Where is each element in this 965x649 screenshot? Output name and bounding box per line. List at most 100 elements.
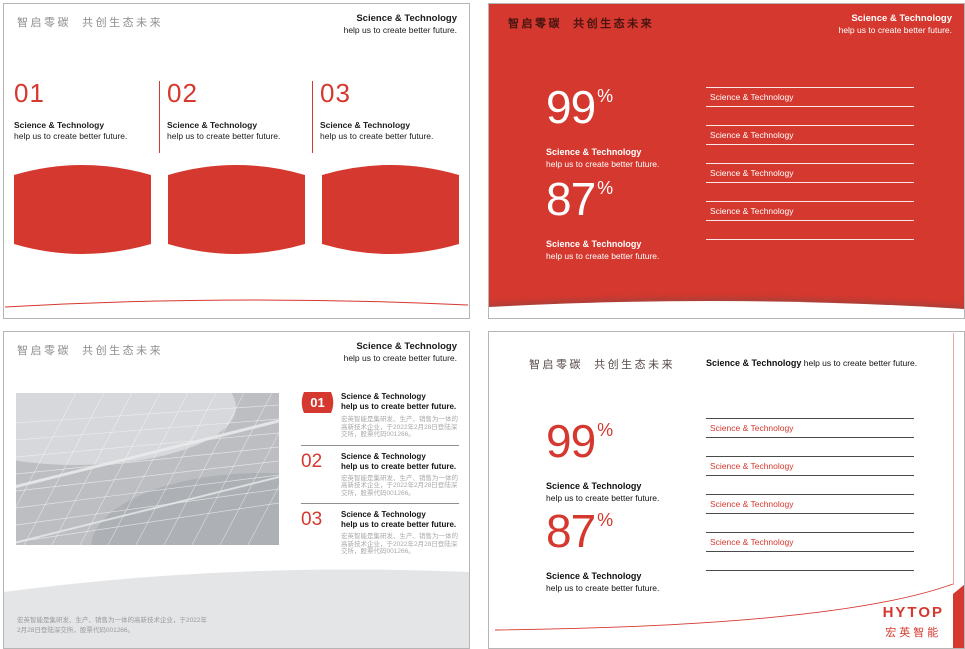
- stat-value: 87%: [546, 173, 614, 225]
- list-item-label: Science & Technology: [710, 423, 794, 433]
- list-item-label: Science & Technology: [710, 130, 794, 140]
- slide1-zh-header: 智启零碳 共创生态未来: [17, 17, 164, 29]
- item-title: Science & Technology: [341, 451, 426, 461]
- list-row-empty: [706, 437, 914, 456]
- footnote-line-1: 宏英智能是集研发、生产、销售为一体的高新技术企业，于2022年: [17, 617, 207, 624]
- item-number: 02: [301, 450, 323, 472]
- stat-99-percent: 99% Science & Technology help us to crea…: [546, 418, 659, 504]
- number-badge: 01: [301, 392, 334, 413]
- solar-panel-photo: [16, 393, 279, 545]
- slide2-en-subtitle: help us to create better future.: [838, 24, 952, 35]
- footnote-text: 宏英智能是集研发、生产、销售为一体的高新技术企业，于2022年 2月28日登陆深…: [17, 616, 207, 636]
- item-subtitle: help us to create better future.: [341, 402, 457, 411]
- stat-value: 99%: [546, 81, 614, 133]
- item-divider: [301, 444, 459, 446]
- stat-sublabel: help us to create better future.: [546, 250, 660, 261]
- percent-sign: %: [597, 420, 614, 440]
- slide1-item-1: 01 Science & Technology help us to creat…: [14, 79, 156, 141]
- item-description: 宏英智能是集研发、生产、销售为一体的高新技术企业，于2022年2月28日登陆深交…: [341, 533, 458, 555]
- stat-label: Science & Technology: [546, 481, 642, 491]
- stat-value: 99%: [546, 415, 614, 467]
- list-item-label: Science & Technology: [710, 168, 794, 178]
- slide-1[interactable]: 智启零碳 共创生态未来 Science & Technology help us…: [3, 3, 470, 319]
- list-row-empty: [706, 106, 914, 125]
- item-divider: [301, 503, 459, 504]
- list-item-03: 03 Science & Technology help us to creat…: [301, 510, 459, 556]
- slide2-zh-header: 智启零碳 共创生态未来: [508, 18, 655, 30]
- list-row: Science & Technology: [706, 87, 914, 106]
- stat-99-percent: 99% Science & Technology help us to crea…: [546, 84, 659, 170]
- column-divider: [312, 81, 313, 153]
- slide4-en-header: Science & Technology help us to create b…: [706, 358, 917, 368]
- item-description: 宏英智能是集研发、生产、销售为一体的高新技术企业，于2022年2月28日登陆深交…: [341, 416, 458, 438]
- list-row: Science & Technology: [706, 532, 914, 551]
- list-item-01: 01 Science & Technology help us to creat…: [301, 392, 459, 439]
- list-row-empty: [706, 182, 914, 201]
- list-row-empty: [706, 220, 914, 239]
- list-row: Science & Technology: [706, 456, 914, 475]
- bottom-red-curve: [494, 583, 954, 631]
- list-row: Science & Technology: [706, 163, 914, 182]
- item-subtitle: help us to create better future.: [14, 131, 128, 141]
- list-item-label: Science & Technology: [710, 92, 794, 102]
- image-placeholder-shape: [322, 163, 459, 256]
- item-number: 03: [301, 509, 323, 530]
- slide1-item-2: 02 Science & Technology help us to creat…: [167, 79, 309, 141]
- list-row-empty: [706, 144, 914, 163]
- right-red-bar: [953, 584, 964, 648]
- list-row: Science & Technology: [706, 201, 914, 220]
- column-divider: [159, 81, 160, 153]
- stat-value: 87%: [546, 505, 614, 557]
- item-number: 01: [14, 78, 45, 108]
- list-item-label: Science & Technology: [710, 499, 794, 509]
- slide3-en-header: Science & Technology help us to create b…: [344, 341, 457, 364]
- stat-87-percent: 87% Science & Technology help us to crea…: [546, 176, 659, 262]
- list-item-label: Science & Technology: [710, 206, 794, 216]
- logo-en: HYTOP: [882, 604, 944, 621]
- footnote-line-2: 2月28日登陆深交所，股票代码001266。: [17, 627, 135, 634]
- stat-87-percent: 87% Science & Technology help us to crea…: [546, 508, 659, 594]
- list-row: Science & Technology: [706, 494, 914, 513]
- stat-label: Science & Technology: [546, 239, 642, 249]
- item-number: 03: [320, 78, 351, 108]
- item-description: 宏英智能是集研发、生产、销售为一体的高新技术企业，于2022年2月28日登陆深交…: [341, 474, 458, 497]
- percent-sign: %: [597, 510, 614, 530]
- item-number: 01: [310, 395, 325, 410]
- slide1-en-header: Science & Technology help us to create b…: [344, 13, 457, 36]
- stat-sublabel: help us to create better future.: [546, 582, 660, 593]
- item-subtitle: help us to create better future.: [341, 520, 457, 529]
- list-row-empty: [706, 513, 914, 532]
- slide4-en-subtitle: help us to create better future.: [803, 358, 918, 368]
- list-item-02: 02 Science & Technology help us to creat…: [301, 450, 459, 498]
- slide-2[interactable]: 智启零碳 共创生态未来 Science & Technology help us…: [488, 3, 965, 319]
- bottom-arc-line: [4, 299, 469, 308]
- slide-4[interactable]: 智启零碳 共创生态未来 Science & Technology help us…: [488, 331, 965, 649]
- item-title: Science & Technology: [14, 120, 105, 130]
- slide1-item-3: 03 Science & Technology help us to creat…: [320, 79, 462, 141]
- item-title: Science & Technology: [320, 120, 411, 130]
- image-placeholder-shape: [14, 163, 151, 256]
- item-subtitle: help us to create better future.: [167, 131, 281, 141]
- slide4-en-title: Science & Technology: [706, 358, 802, 368]
- item-subtitle: help us to create better future.: [320, 131, 434, 141]
- image-placeholder-shape: [168, 163, 305, 256]
- item-subtitle: help us to create better future.: [341, 461, 457, 471]
- stat-label: Science & Technology: [546, 147, 642, 157]
- list-row-empty: [706, 551, 914, 570]
- stat-label: Science & Technology: [546, 571, 642, 581]
- slide4-zh-header: 智启零碳 共创生态未来: [529, 359, 676, 371]
- slide-3[interactable]: 智启零碳 共创生态未来 Science & Technology help us…: [3, 331, 470, 649]
- slide2-en-title: Science & Technology: [851, 13, 952, 24]
- slide3-zh-header: 智启零碳 共创生态未来: [17, 345, 164, 357]
- slide3-en-subtitle: help us to create better future.: [343, 352, 457, 363]
- stat-sublabel: help us to create better future.: [546, 492, 660, 503]
- bottom-white-curve: [489, 300, 964, 318]
- item-title: Science & Technology: [341, 392, 426, 401]
- stat-sublabel: help us to create better future.: [546, 158, 660, 169]
- list-item-label: Science & Technology: [710, 461, 794, 471]
- bottom-gray-curve: [4, 569, 469, 648]
- list-row: Science & Technology: [706, 125, 914, 144]
- list-row: Science & Technology: [706, 418, 914, 437]
- slide1-en-subtitle: help us to create better future.: [343, 24, 457, 35]
- percent-sign: %: [597, 178, 614, 198]
